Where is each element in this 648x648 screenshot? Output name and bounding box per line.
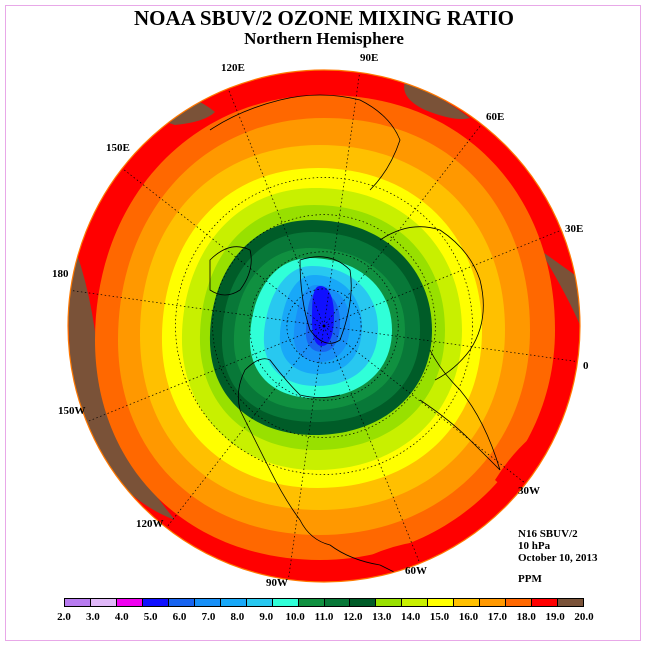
colorbar-tick-label: 5.0: [143, 611, 158, 623]
field-high-patch: [404, 82, 470, 119]
colorbar-tick-label: 13.0: [372, 611, 392, 623]
colorbar-tick-label: 9.0: [259, 611, 274, 623]
colorbar-swatch: [480, 599, 507, 606]
longitude-label: 60E: [486, 111, 505, 123]
longitude-label: 60W: [405, 565, 427, 577]
ozone-bands: [95, 95, 555, 560]
longitude-label: 90E: [360, 52, 379, 64]
colorbar-tick-label: 18.0: [516, 611, 536, 623]
colorbar-swatch: [350, 599, 377, 606]
longitude-label: 90W: [266, 577, 288, 589]
colorbar-swatch: [558, 599, 584, 606]
meridian: [323, 124, 482, 327]
coastline: [237, 358, 341, 411]
colorbar-tick-label: 4.0: [114, 611, 129, 623]
longitude-label: 120W: [136, 518, 164, 530]
meridian: [323, 325, 526, 484]
colorbar-tick-label: 14.0: [401, 611, 421, 623]
colorbar-swatch: [272, 599, 299, 606]
map-title: NOAA SBUV/2 OZONE MIXING RATIO: [134, 6, 514, 30]
meridian: [323, 325, 578, 362]
coastline: [419, 349, 501, 471]
latitude-circle: [212, 214, 436, 438]
coastline: [379, 226, 484, 381]
colorbar-tick-label: 3.0: [86, 611, 100, 623]
graticule: [70, 72, 578, 580]
latitude-circle: [175, 177, 473, 475]
colorbar-tick-label: 20.0: [574, 611, 594, 623]
colorbar-swatch: [194, 599, 221, 606]
colorbar-swatch: [402, 599, 429, 606]
longitude-label: 150W: [58, 405, 86, 417]
colorbar-swatch: [454, 599, 481, 606]
units-label: PPM: [518, 573, 542, 585]
figure-frame: [5, 5, 641, 641]
colorbar-swatch: [142, 599, 169, 606]
coastline: [239, 409, 431, 582]
colorbar-tick-label: 12.0: [343, 611, 363, 623]
coastline: [209, 246, 252, 296]
colorbar-swatch: [65, 599, 91, 606]
field-high-patch: [540, 250, 580, 330]
date-label: October 10, 2013: [518, 552, 598, 564]
meridian: [70, 290, 325, 327]
colorbar-swatch: [220, 599, 247, 606]
colorbar-swatch: [298, 599, 325, 606]
colorbar-swatch: [246, 599, 273, 606]
coastlines: [209, 94, 501, 582]
colorbar-swatch: [324, 599, 351, 606]
instrument-label: N16 SBUV/2: [518, 528, 578, 540]
colorbar-tick-label: 10.0: [285, 611, 305, 623]
colorbar-tick-label: 15.0: [429, 611, 450, 623]
colorbar-swatch: [116, 599, 143, 606]
colorbar: [64, 598, 584, 607]
colorbar-swatch: [376, 599, 403, 606]
colorbar-swatch: [168, 599, 195, 606]
meridian: [323, 229, 562, 327]
meridian: [227, 88, 325, 327]
meridian: [323, 325, 421, 564]
meridian: [86, 325, 325, 423]
colorbar-tick-label: 17.0: [487, 611, 507, 623]
meridian: [288, 325, 325, 580]
colorbar-tick-label: 2.0: [57, 611, 71, 623]
colorbar-swatch: [428, 599, 455, 606]
latitude-circle: [249, 251, 399, 401]
colorbar-tick-label: 19.0: [545, 611, 565, 623]
longitude-label: 120E: [221, 62, 245, 74]
colorbar-tick-label: 8.0: [230, 611, 245, 623]
longitude-label: 30W: [518, 485, 540, 497]
longitude-label: 180: [52, 268, 69, 280]
colorbar-tick-label: 11.0: [314, 611, 334, 623]
colorbar-tick-label: 6.0: [172, 611, 187, 623]
colorbar-swatch: [90, 599, 117, 606]
meridian: [166, 325, 325, 528]
longitude-label: 30E: [565, 223, 584, 235]
map-border: [67, 69, 581, 583]
coastline: [299, 256, 352, 344]
colorbar-swatch: [532, 599, 559, 606]
level-label: 10 hPa: [518, 540, 551, 552]
latitude-circle: [286, 288, 362, 364]
longitude-label: 0: [583, 360, 589, 372]
ozone-field: [68, 70, 580, 582]
colorbar-ticks: 2.0 3.0 4.0 5.0 6.0 7.0 8.0 9.0 10.0 11.0 12.0 13.0…: [0, 611, 648, 625]
colorbar-tick-label: 16.0: [458, 611, 479, 623]
meridian: [122, 168, 325, 327]
meridian: [323, 72, 360, 327]
longitude-label: 150E: [106, 142, 130, 154]
colorbar-tick-label: 7.0: [201, 611, 216, 623]
colorbar-swatch: [506, 599, 533, 606]
ozone-band: [312, 286, 334, 346]
field-max-patch: [345, 540, 430, 575]
map-subtitle: Northern Hemisphere: [244, 29, 404, 48]
